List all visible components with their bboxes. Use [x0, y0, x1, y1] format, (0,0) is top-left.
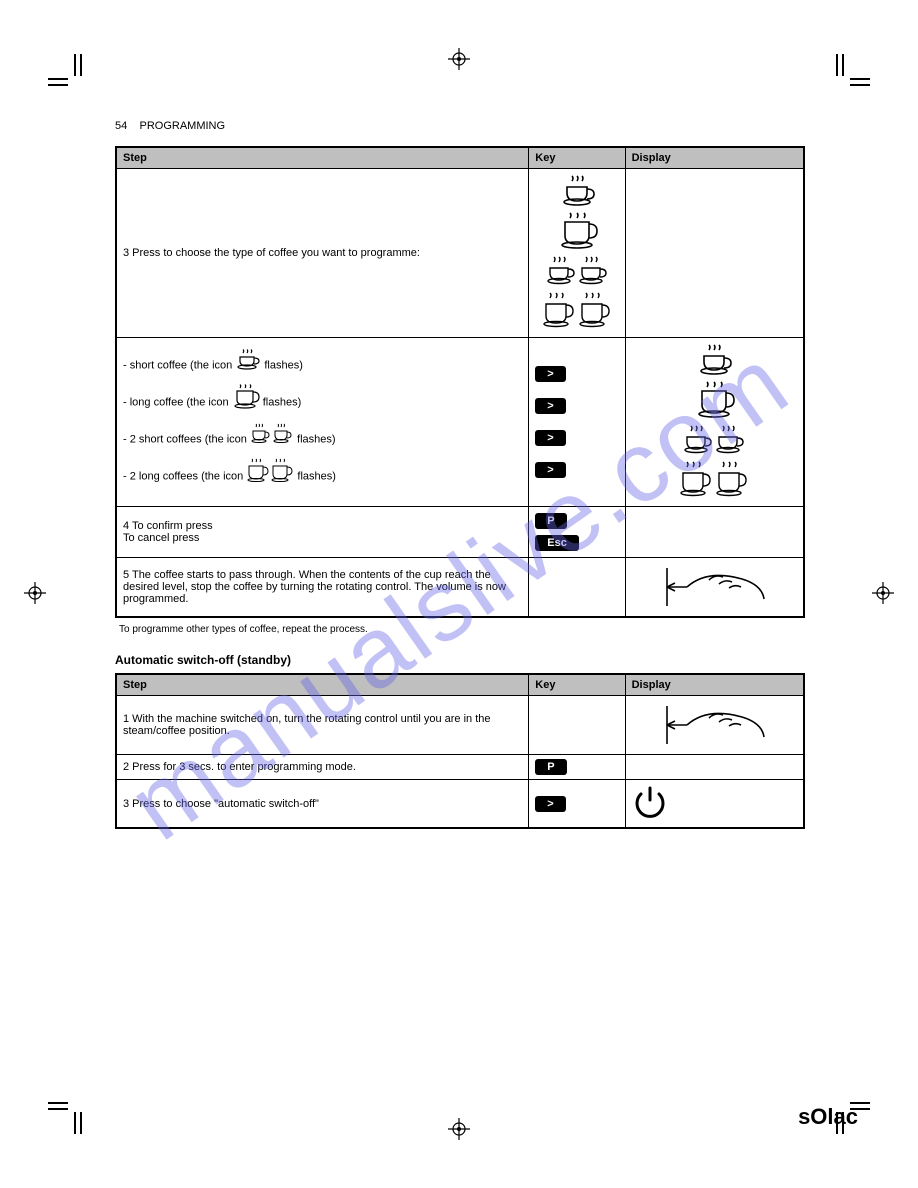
t1-row-options: - short coffee (the icon flashes) - long… — [116, 338, 804, 507]
t1-opts-step: - short coffee (the icon flashes) - long… — [116, 338, 529, 507]
inline-cup-2long-icon — [246, 457, 294, 496]
t1-head-step: Step — [116, 147, 529, 169]
esc-key-icon: Esc — [535, 535, 579, 551]
t1-opts-key: > > > > — [529, 338, 625, 507]
cup-long-icon — [556, 210, 598, 253]
hand-dial-icon — [659, 700, 769, 750]
t2-title: Automatic switch-off (standby) — [115, 653, 805, 667]
t1-r3-step: 3 Press to choose the type of coffee you… — [116, 169, 529, 338]
t1-head-display: Display — [625, 147, 804, 169]
t1-head-key: Key — [529, 147, 625, 169]
t2-r2-step: 2 Press for 3 secs. to enter programming… — [116, 755, 529, 780]
t1-r4-display — [625, 507, 804, 558]
cup-2long-icon — [541, 290, 613, 333]
inline-cup-short-icon — [235, 348, 261, 383]
t2-r3-display — [625, 780, 804, 829]
t1-r4-key: P Esc — [529, 507, 625, 558]
disp-cup-long-icon — [693, 379, 735, 422]
disp-cup-2long-icon — [678, 459, 750, 502]
hand-dial-icon — [659, 562, 769, 612]
arrow-key-icon: > — [535, 398, 565, 414]
t2-r1-step: 1 With the machine switched on, turn the… — [116, 696, 529, 755]
t2-row-2: 2 Press for 3 secs. to enter programming… — [116, 755, 804, 780]
t2-row-1: 1 With the machine switched on, turn the… — [116, 696, 804, 755]
inline-cup-2short-icon — [250, 422, 294, 457]
t1-row-5: 5 The coffee starts to pass through. Whe… — [116, 558, 804, 618]
t2-head-step: Step — [116, 674, 529, 696]
disp-cup-2short-icon — [682, 422, 746, 459]
t1-opts-display — [625, 338, 804, 507]
p-key-icon: P — [535, 513, 566, 529]
t1-footnote: To programme other types of coffee, repe… — [119, 624, 805, 635]
t1-r5-step: 5 The coffee starts to pass through. Whe… — [116, 558, 529, 618]
p-key-icon: P — [535, 759, 566, 775]
t2-row-3: 3 Press to choose "automatic switch-off"… — [116, 780, 804, 829]
cup-short-icon — [558, 173, 596, 210]
t2-r1-key — [529, 696, 625, 755]
t1-row-3: 3 Press to choose the type of coffee you… — [116, 169, 804, 338]
disp-cup-short-icon — [695, 342, 733, 379]
t2-r1-display — [625, 696, 804, 755]
t1-r3-key — [529, 169, 625, 338]
page-number: 54 — [115, 120, 127, 132]
t2-r2-key: P — [529, 755, 625, 780]
t1-r4-step: 4 To confirm press To cancel press — [116, 507, 529, 558]
arrow-key-icon: > — [535, 796, 565, 812]
regmark-left — [24, 582, 46, 604]
page-header: 54 PROGRAMMING — [115, 120, 805, 132]
power-icon — [632, 784, 668, 820]
arrow-key-icon: > — [535, 366, 565, 382]
t1-row-4: 4 To confirm press To cancel press P Esc — [116, 507, 804, 558]
section-title: PROGRAMMING — [139, 120, 225, 132]
inline-cup-long-icon — [232, 383, 260, 422]
t1-r5-key — [529, 558, 625, 618]
arrow-key-icon: > — [535, 462, 565, 478]
t2-r2-display — [625, 755, 804, 780]
t2-head-key: Key — [529, 674, 625, 696]
regmark-top — [448, 48, 470, 70]
regmark-bottom — [448, 1118, 470, 1140]
regmark-right — [872, 582, 894, 604]
brand-logo: sOlac — [798, 1104, 858, 1130]
cup-2short-icon — [545, 253, 609, 290]
standby-table: Step Key Display 1 With the machine swit… — [115, 673, 805, 829]
t1-r5-display — [625, 558, 804, 618]
t2-r3-step: 3 Press to choose "automatic switch-off" — [116, 780, 529, 829]
arrow-key-icon: > — [535, 430, 565, 446]
t2-head-display: Display — [625, 674, 804, 696]
t2-r3-key: > — [529, 780, 625, 829]
t1-r3-display — [625, 169, 804, 338]
programming-table: Step Key Display 3 Press to choose the t… — [115, 146, 805, 618]
